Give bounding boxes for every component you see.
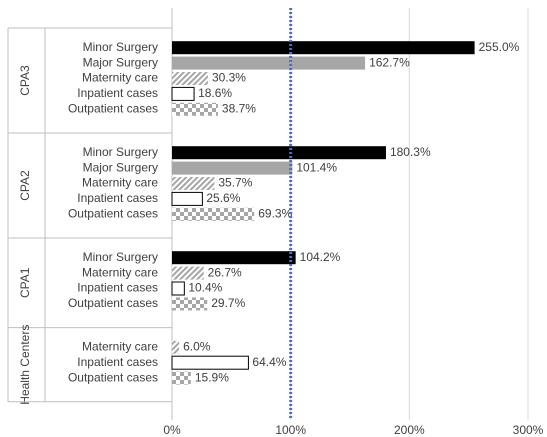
category-label: Outpatient cases xyxy=(68,101,158,115)
bar xyxy=(172,251,296,265)
bar xyxy=(171,191,203,206)
value-label: 255.0% xyxy=(479,40,520,54)
category-label: Outpatient cases xyxy=(68,206,158,220)
category-label: Major Surgery xyxy=(83,55,158,69)
group-label: Health Centers xyxy=(18,325,32,405)
value-label: 30.3% xyxy=(212,71,246,85)
category-label: Maternity care xyxy=(82,265,158,279)
bar xyxy=(171,355,249,370)
category-label: Outpatient cases xyxy=(68,296,158,310)
value-label: 162.7% xyxy=(369,55,410,69)
bar xyxy=(172,146,386,160)
bar xyxy=(172,207,255,221)
value-label: 101.4% xyxy=(296,160,337,174)
category-label: Maternity care xyxy=(82,71,158,85)
bar xyxy=(172,56,366,70)
bar xyxy=(172,161,293,175)
bar xyxy=(172,41,475,55)
value-label: 15.9% xyxy=(195,370,229,384)
bar xyxy=(171,86,195,101)
bar xyxy=(172,297,208,311)
value-label: 69.3% xyxy=(258,206,292,220)
value-label: 25.6% xyxy=(206,191,240,205)
bar xyxy=(172,266,204,280)
bar xyxy=(171,281,185,296)
value-label: 26.7% xyxy=(208,265,242,279)
value-label: 180.3% xyxy=(390,145,431,159)
bar xyxy=(172,340,180,354)
x-tick-label: 200% xyxy=(394,423,425,437)
x-tick-label: 100% xyxy=(275,423,306,437)
category-label: Inpatient cases xyxy=(77,191,158,205)
x-tick-label: 0% xyxy=(163,423,181,437)
bar xyxy=(172,177,215,190)
category-label: Inpatient cases xyxy=(77,355,158,369)
value-label: 18.6% xyxy=(198,86,232,100)
group-label: CPA3 xyxy=(18,65,32,96)
value-label: 10.4% xyxy=(188,281,222,295)
category-label: Major Surgery xyxy=(83,160,158,174)
value-label: 35.7% xyxy=(218,176,252,190)
bar xyxy=(172,371,191,385)
category-label: Outpatient cases xyxy=(68,370,158,384)
category-label: Maternity care xyxy=(82,176,158,190)
value-label: 64.4% xyxy=(252,355,286,369)
category-label: Minor Surgery xyxy=(83,250,158,264)
value-label: 38.7% xyxy=(222,101,256,115)
value-label: 6.0% xyxy=(183,339,211,353)
bar xyxy=(172,72,208,85)
category-label: Minor Surgery xyxy=(83,145,158,159)
bar xyxy=(172,102,218,116)
group-label: CPA2 xyxy=(18,170,32,201)
category-label: Inpatient cases xyxy=(77,281,158,295)
category-label: Maternity care xyxy=(82,339,158,353)
value-label: 29.7% xyxy=(211,296,245,310)
x-tick-label: 300% xyxy=(513,423,544,437)
value-label: 104.2% xyxy=(300,250,341,264)
category-label: Inpatient cases xyxy=(77,86,158,100)
group-label: CPA1 xyxy=(18,267,32,298)
category-label: Minor Surgery xyxy=(83,40,158,54)
